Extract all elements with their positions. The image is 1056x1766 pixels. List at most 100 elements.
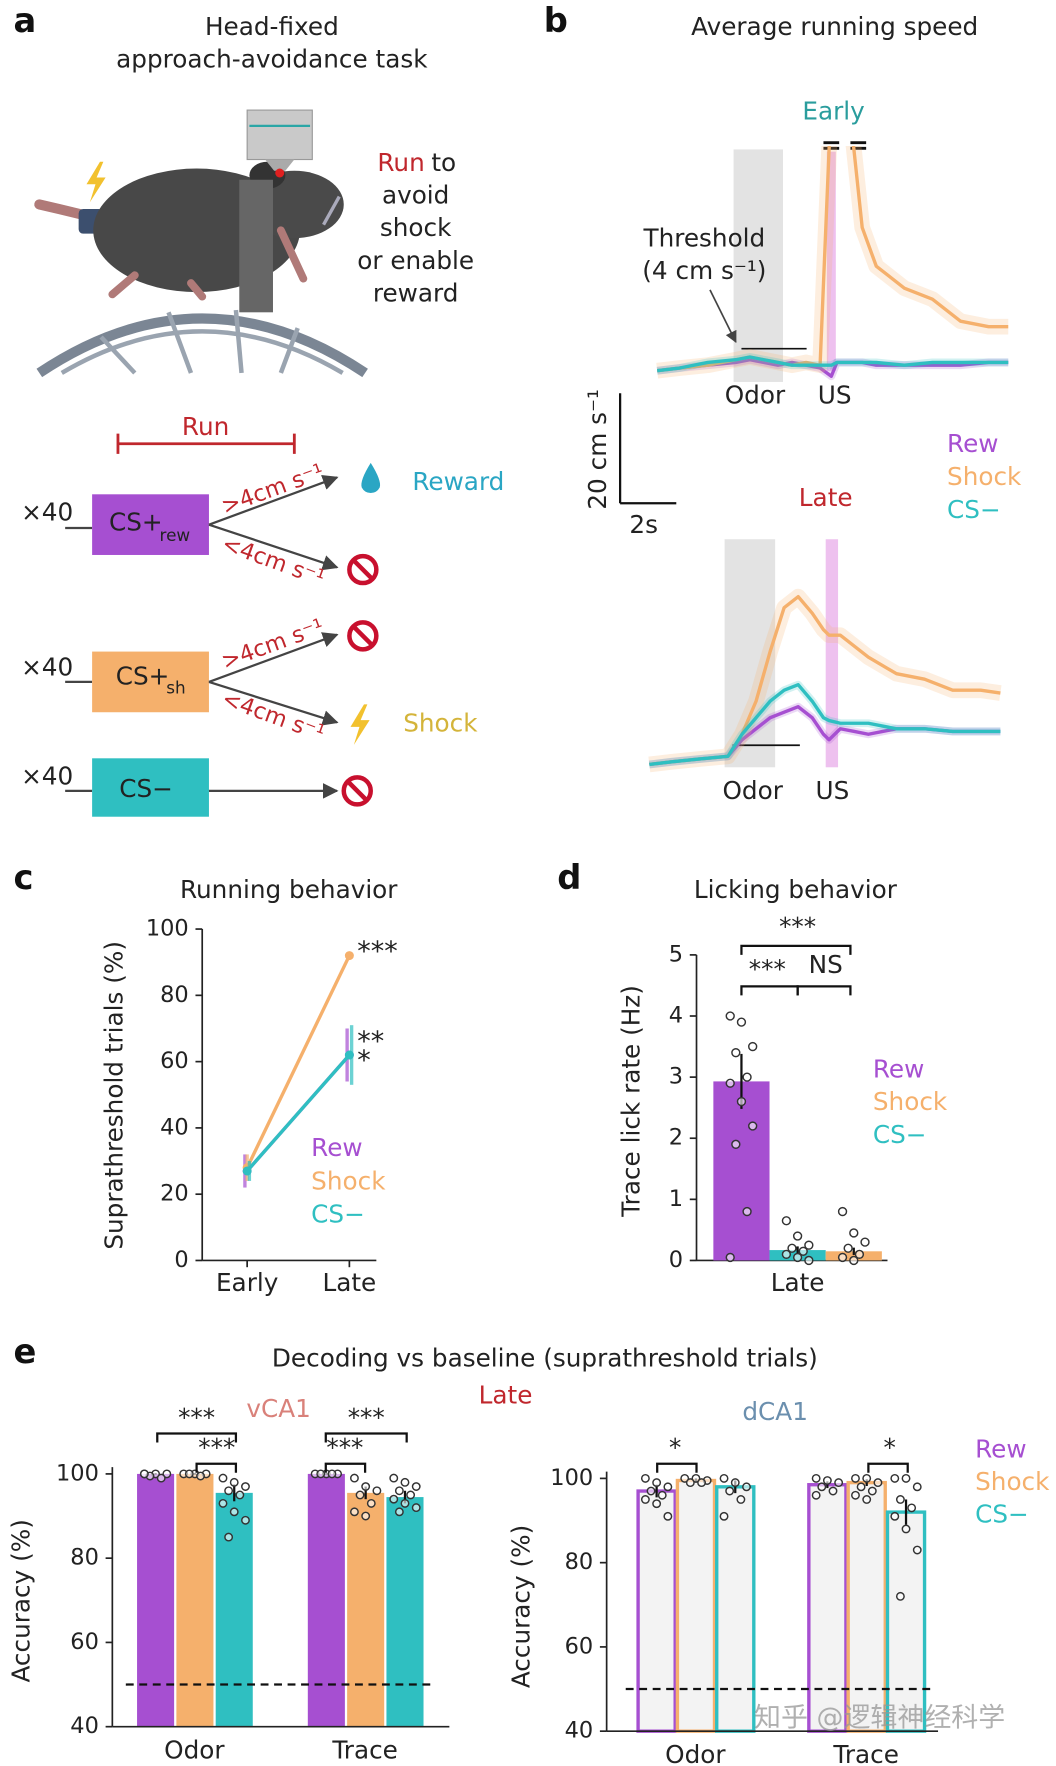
scale-label: 2s — [629, 510, 658, 539]
y-tick-label: 2 — [669, 1125, 683, 1151]
data-point — [901, 1473, 911, 1483]
data-point — [640, 1473, 650, 1483]
data-point — [316, 1469, 326, 1479]
data-point — [389, 1494, 399, 1504]
bar — [636, 1489, 677, 1733]
data-point — [400, 1477, 410, 1487]
y-tick-label: 5 — [669, 941, 683, 967]
data-point — [361, 1511, 371, 1521]
panel-label: b — [544, 1, 568, 40]
data-point — [867, 1486, 877, 1496]
y-tick-label: 40 — [565, 1718, 594, 1744]
data-point — [890, 1511, 900, 1521]
y-tick-label: 80 — [565, 1549, 594, 1575]
laser-spot — [275, 168, 285, 178]
arrow — [208, 523, 339, 571]
head-post — [239, 179, 273, 313]
panel-subtitle: dCA1 — [742, 1397, 808, 1426]
significance: *** — [178, 1403, 215, 1432]
data-point — [725, 1078, 735, 1088]
data-point — [685, 1478, 695, 1488]
legend-entry: CS− — [975, 1499, 1029, 1528]
chart-title: Decoding vs baseline (suprathreshold tri… — [272, 1343, 818, 1372]
significance-bracket — [156, 1432, 238, 1443]
objective — [246, 109, 313, 161]
bar — [137, 1473, 175, 1727]
leg — [108, 226, 308, 301]
data-point — [184, 1469, 194, 1479]
data-point — [851, 1490, 860, 1500]
data-point — [241, 1482, 250, 1491]
data-point — [811, 1490, 821, 1500]
data-point — [849, 1255, 859, 1266]
x-tick-label: Odor — [164, 1735, 225, 1764]
cue-label: CS+ — [116, 661, 170, 690]
y-tick-label: 1 — [669, 1186, 683, 1212]
data-point — [229, 1507, 239, 1517]
significance-bracket — [796, 985, 852, 996]
x-tick-label: Trace — [331, 1735, 398, 1764]
bar — [713, 1081, 770, 1261]
significance: *** — [348, 1403, 385, 1432]
data-point — [361, 1482, 371, 1491]
y-tick-label: 80 — [160, 982, 189, 1008]
legend-entry: Shock — [975, 1467, 1050, 1496]
legend-entry: CS− — [947, 495, 1001, 524]
data-point — [327, 1469, 337, 1479]
cue-box — [92, 758, 209, 817]
note: to — [431, 148, 456, 177]
legend-entry: CS− — [311, 1200, 365, 1229]
data-point — [736, 1495, 746, 1504]
y-tick-label: 60 — [565, 1633, 594, 1659]
outcome-label: Shock — [403, 709, 478, 738]
data-point — [901, 1524, 911, 1534]
data-point — [748, 1041, 758, 1052]
y-axis-label: Accuracy (%) — [506, 1525, 535, 1688]
series-line — [245, 954, 351, 1169]
mouse-illustration — [34, 109, 368, 378]
y-tick-label: 100 — [56, 1460, 99, 1486]
legend-entry: Rew — [311, 1133, 362, 1162]
speed-label: <4cm s⁻¹ — [218, 686, 327, 747]
no-outcome-icon — [344, 777, 371, 804]
data-point — [680, 1473, 690, 1483]
data-point — [719, 1473, 729, 1483]
data-point — [781, 1249, 792, 1260]
significance: *** — [749, 955, 786, 984]
point — [242, 1166, 252, 1176]
x-tick-label: Early — [216, 1268, 278, 1297]
bar — [885, 1510, 927, 1733]
y-tick-label: 0 — [669, 1247, 683, 1273]
data-point — [355, 1490, 365, 1500]
speed-label: >4cm s⁻¹ — [218, 459, 327, 520]
data-point — [411, 1482, 421, 1491]
data-point — [792, 1231, 803, 1241]
data-point — [224, 1532, 234, 1542]
y-tick-label: 60 — [70, 1629, 99, 1655]
event-label: Odor — [722, 776, 783, 805]
trace — [656, 358, 1009, 378]
data-point — [196, 1471, 205, 1481]
y-tick-label: 80 — [70, 1545, 99, 1571]
legend-entry: Shock — [311, 1166, 386, 1195]
arrow — [208, 632, 339, 683]
significance-bracket — [195, 1462, 238, 1473]
data-point — [372, 1486, 382, 1496]
data-point — [828, 1486, 838, 1496]
trial-count: ×40 — [21, 497, 73, 526]
panel-title: Head-fixed — [205, 12, 339, 41]
data-point — [742, 1482, 751, 1492]
data-point — [162, 1469, 172, 1479]
bar — [347, 1492, 385, 1727]
cue-subscript: rew — [160, 525, 191, 545]
trace — [649, 683, 1001, 767]
data-point — [640, 1495, 650, 1504]
y-tick-label: 3 — [669, 1064, 683, 1090]
event-label: US — [818, 381, 852, 410]
speed-label: <4cm s⁻¹ — [218, 531, 327, 592]
data-point — [646, 1486, 656, 1496]
data-point — [657, 1490, 667, 1500]
cue-box — [92, 494, 209, 555]
point — [344, 1050, 354, 1060]
